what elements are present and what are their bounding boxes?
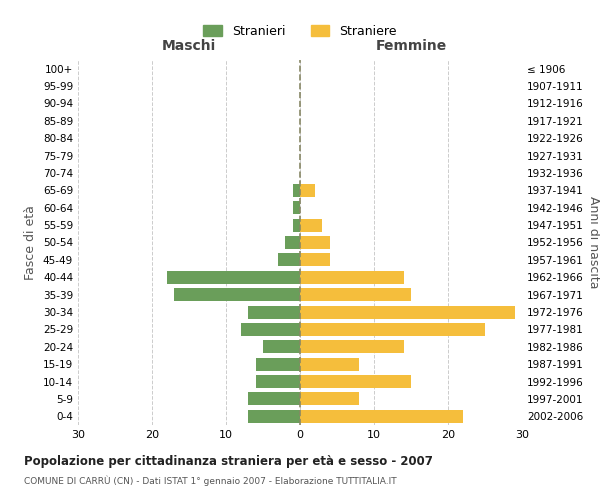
Bar (293, 218, 300, 232)
Bar (263, 340, 300, 353)
Bar (256, 375, 300, 388)
Bar (278, 254, 300, 266)
Bar (167, 270, 300, 284)
Bar (300, 340, 404, 353)
Bar (256, 358, 300, 370)
Bar (300, 270, 404, 284)
Text: Popolazione per cittadinanza straniera per età e sesso - 2007: Popolazione per cittadinanza straniera p… (24, 455, 433, 468)
Bar (241, 323, 300, 336)
Text: Femmine: Femmine (376, 39, 446, 53)
Bar (300, 184, 315, 197)
Bar (300, 236, 329, 249)
Bar (300, 358, 359, 370)
Bar (300, 306, 515, 318)
Bar (248, 306, 300, 318)
Text: Maschi: Maschi (162, 39, 216, 53)
Bar (300, 288, 411, 301)
Bar (293, 201, 300, 214)
Bar (248, 392, 300, 406)
Bar (300, 254, 329, 266)
Bar (174, 288, 300, 301)
Y-axis label: Anni di nascita: Anni di nascita (587, 196, 600, 289)
Text: COMUNE DI CARRÙ (CN) - Dati ISTAT 1° gennaio 2007 - Elaborazione TUTTITALIA.IT: COMUNE DI CARRÙ (CN) - Dati ISTAT 1° gen… (24, 475, 397, 486)
Bar (300, 323, 485, 336)
Bar (248, 410, 300, 423)
Bar (300, 218, 322, 232)
Bar (293, 184, 300, 197)
Legend: Stranieri, Straniere: Stranieri, Straniere (197, 19, 403, 44)
Bar (300, 375, 411, 388)
Y-axis label: Fasce di età: Fasce di età (25, 205, 37, 280)
Bar (285, 236, 300, 249)
Bar (300, 410, 463, 423)
Bar (300, 392, 359, 406)
